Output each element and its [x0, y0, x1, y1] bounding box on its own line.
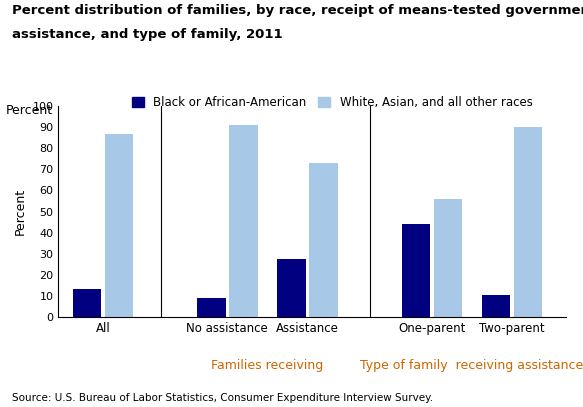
Bar [104, 134, 133, 317]
Bar [309, 163, 338, 317]
Bar [72, 289, 101, 317]
Text: Percent: Percent [6, 104, 53, 117]
Legend: Black or African-American, White, Asian, and all other races: Black or African-American, White, Asian,… [127, 92, 538, 114]
Text: Type of family  receiving assistance: Type of family receiving assistance [360, 359, 583, 372]
Text: assistance, and type of family, 2011: assistance, and type of family, 2011 [12, 28, 282, 42]
Bar [402, 224, 430, 317]
Text: Families receiving: Families receiving [211, 359, 324, 372]
Text: Source: U.S. Bureau of Labor Statistics, Consumer Expenditure Interview Survey.: Source: U.S. Bureau of Labor Statistics,… [12, 393, 433, 403]
Y-axis label: Percent: Percent [14, 188, 27, 235]
Bar [434, 199, 462, 317]
Bar [514, 127, 542, 317]
Text: Percent distribution of families, by race, receipt of means-tested government: Percent distribution of families, by rac… [12, 4, 583, 17]
Bar [229, 125, 258, 317]
Bar [197, 298, 226, 317]
Bar [277, 259, 305, 317]
Bar [482, 295, 510, 317]
